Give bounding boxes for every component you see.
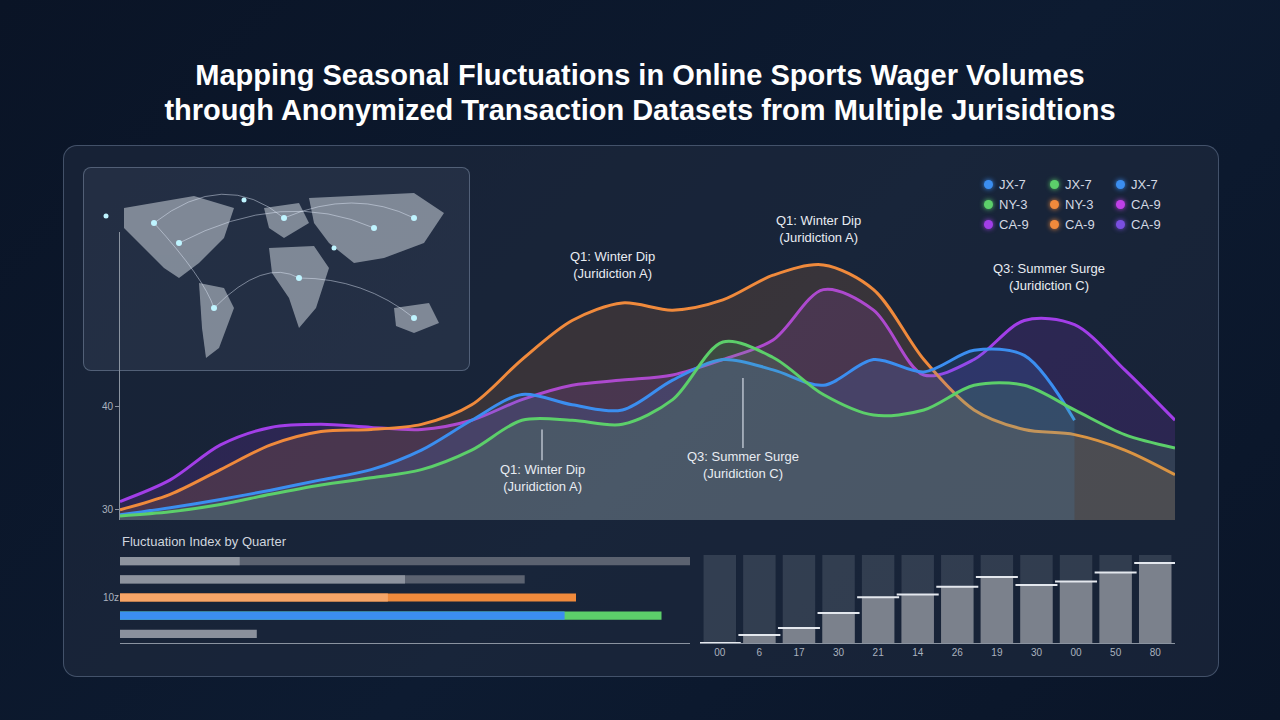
- html-text:JX-7: JX-7: [1065, 176, 1092, 192]
- svg-text:Q1: Winter Dip(Juridiction A): Q1: Winter Dip(Juridiction A): [500, 462, 585, 494]
- html-text:CA-9: CA-9: [1131, 216, 1161, 232]
- svg-text:40: 40: [102, 401, 114, 412]
- svg-text:21: 21: [873, 647, 885, 658]
- svg-text:30: 30: [102, 504, 114, 515]
- html-text:CA-9: CA-9: [999, 216, 1029, 232]
- svg-text:6: 6: [757, 647, 763, 658]
- svg-text:30: 30: [833, 647, 845, 658]
- svg-text:00: 00: [1070, 647, 1082, 658]
- svg-text:Q3: Summer Surge(Juridiction C: Q3: Summer Surge(Juridiction C): [687, 449, 799, 481]
- html-text:JX-7: JX-7: [1131, 176, 1158, 192]
- svg-text:Q1: Winter Dip(Juridiction A): Q1: Winter Dip(Juridiction A): [776, 213, 861, 245]
- svg-text:00: 00: [714, 647, 726, 658]
- svg-text:10z: 10z: [103, 592, 119, 603]
- svg-text:50: 50: [1110, 647, 1122, 658]
- html-text:NY-3: NY-3: [999, 196, 1028, 212]
- svg-text:19: 19: [991, 647, 1003, 658]
- html-text:JX-7: JX-7: [999, 176, 1026, 192]
- html-text:CA-9: CA-9: [1065, 216, 1095, 232]
- svg-text:14: 14: [912, 647, 924, 658]
- svg-text:Q1: Winter Dip(Juridiction A): Q1: Winter Dip(Juridiction A): [570, 249, 655, 281]
- html-text:NY-3: NY-3: [1065, 196, 1094, 212]
- svg-text:Q3: Summer Surge(Juridiction C: Q3: Summer Surge(Juridiction C): [993, 261, 1105, 293]
- html-text:CA-9: CA-9: [1131, 196, 1161, 212]
- svg-text:26: 26: [952, 647, 964, 658]
- svg-text:80: 80: [1150, 647, 1162, 658]
- svg-text:30: 30: [1031, 647, 1043, 658]
- svg-text:Fluctuation Index by Quarter: Fluctuation Index by Quarter: [122, 534, 287, 549]
- svg-text:17: 17: [793, 647, 805, 658]
- html-text:Mapping Seasonal Fluctuations: Mapping Seasonal Fluctuations in Online …: [164, 59, 1116, 126]
